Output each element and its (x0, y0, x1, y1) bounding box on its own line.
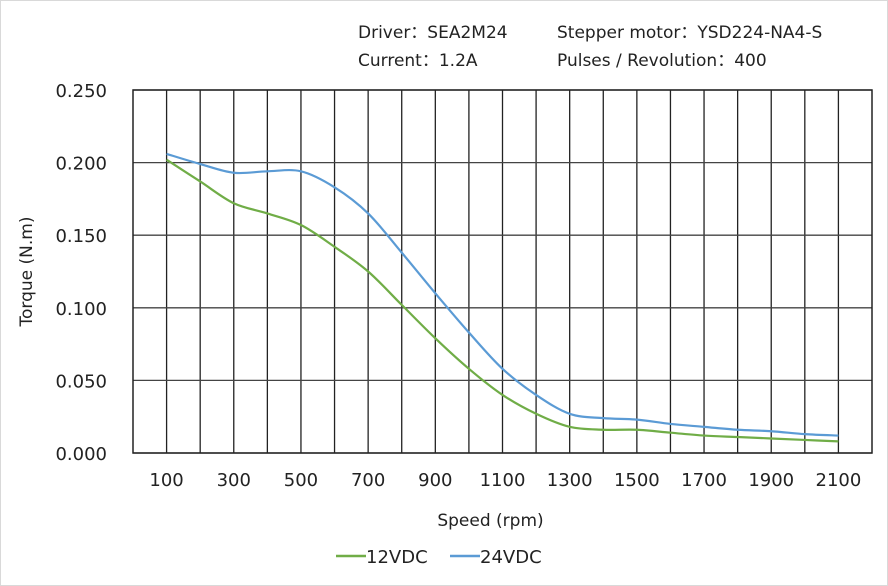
motor-label: Stepper motor：YSD224-NA4-S (557, 23, 823, 43)
x-tick-label: 1900 (748, 470, 794, 491)
driver-label: Driver：SEA2M24 (358, 23, 508, 43)
pulses-label: Pulses / Revolution：400 (557, 51, 767, 71)
y-axis-label: Torque (N.m) (17, 217, 37, 328)
x-tick-label: 1300 (547, 470, 593, 491)
legend-label-24vdc: 24VDC (480, 547, 542, 568)
y-tick-label: 0.100 (55, 299, 107, 320)
x-axis-label: Speed (rpm) (437, 511, 543, 531)
y-tick-label: 0.250 (55, 81, 107, 102)
current-label: Current：1.2A (358, 51, 478, 71)
x-tick-label: 1100 (480, 470, 526, 491)
x-tick-label: 1500 (614, 470, 660, 491)
x-tick-label: 700 (351, 470, 385, 491)
x-tick-label: 1700 (681, 470, 727, 491)
x-tick-label: 900 (418, 470, 452, 491)
y-tick-label: 0.050 (55, 371, 107, 392)
y-tick-label: 0.000 (55, 444, 107, 465)
legend-label-12vdc: 12VDC (366, 547, 428, 568)
x-tick-label: 100 (149, 470, 183, 491)
plot-border (132, 89, 873, 454)
x-tick-label: 500 (284, 470, 318, 491)
series-line-24vdc (166, 152, 839, 437)
x-tick-label: 300 (217, 470, 251, 491)
series-line-12vdc (165, 158, 839, 443)
x-tick-label: 2100 (816, 470, 862, 491)
y-tick-label: 0.150 (55, 226, 107, 247)
y-tick-label: 0.200 (55, 154, 107, 175)
